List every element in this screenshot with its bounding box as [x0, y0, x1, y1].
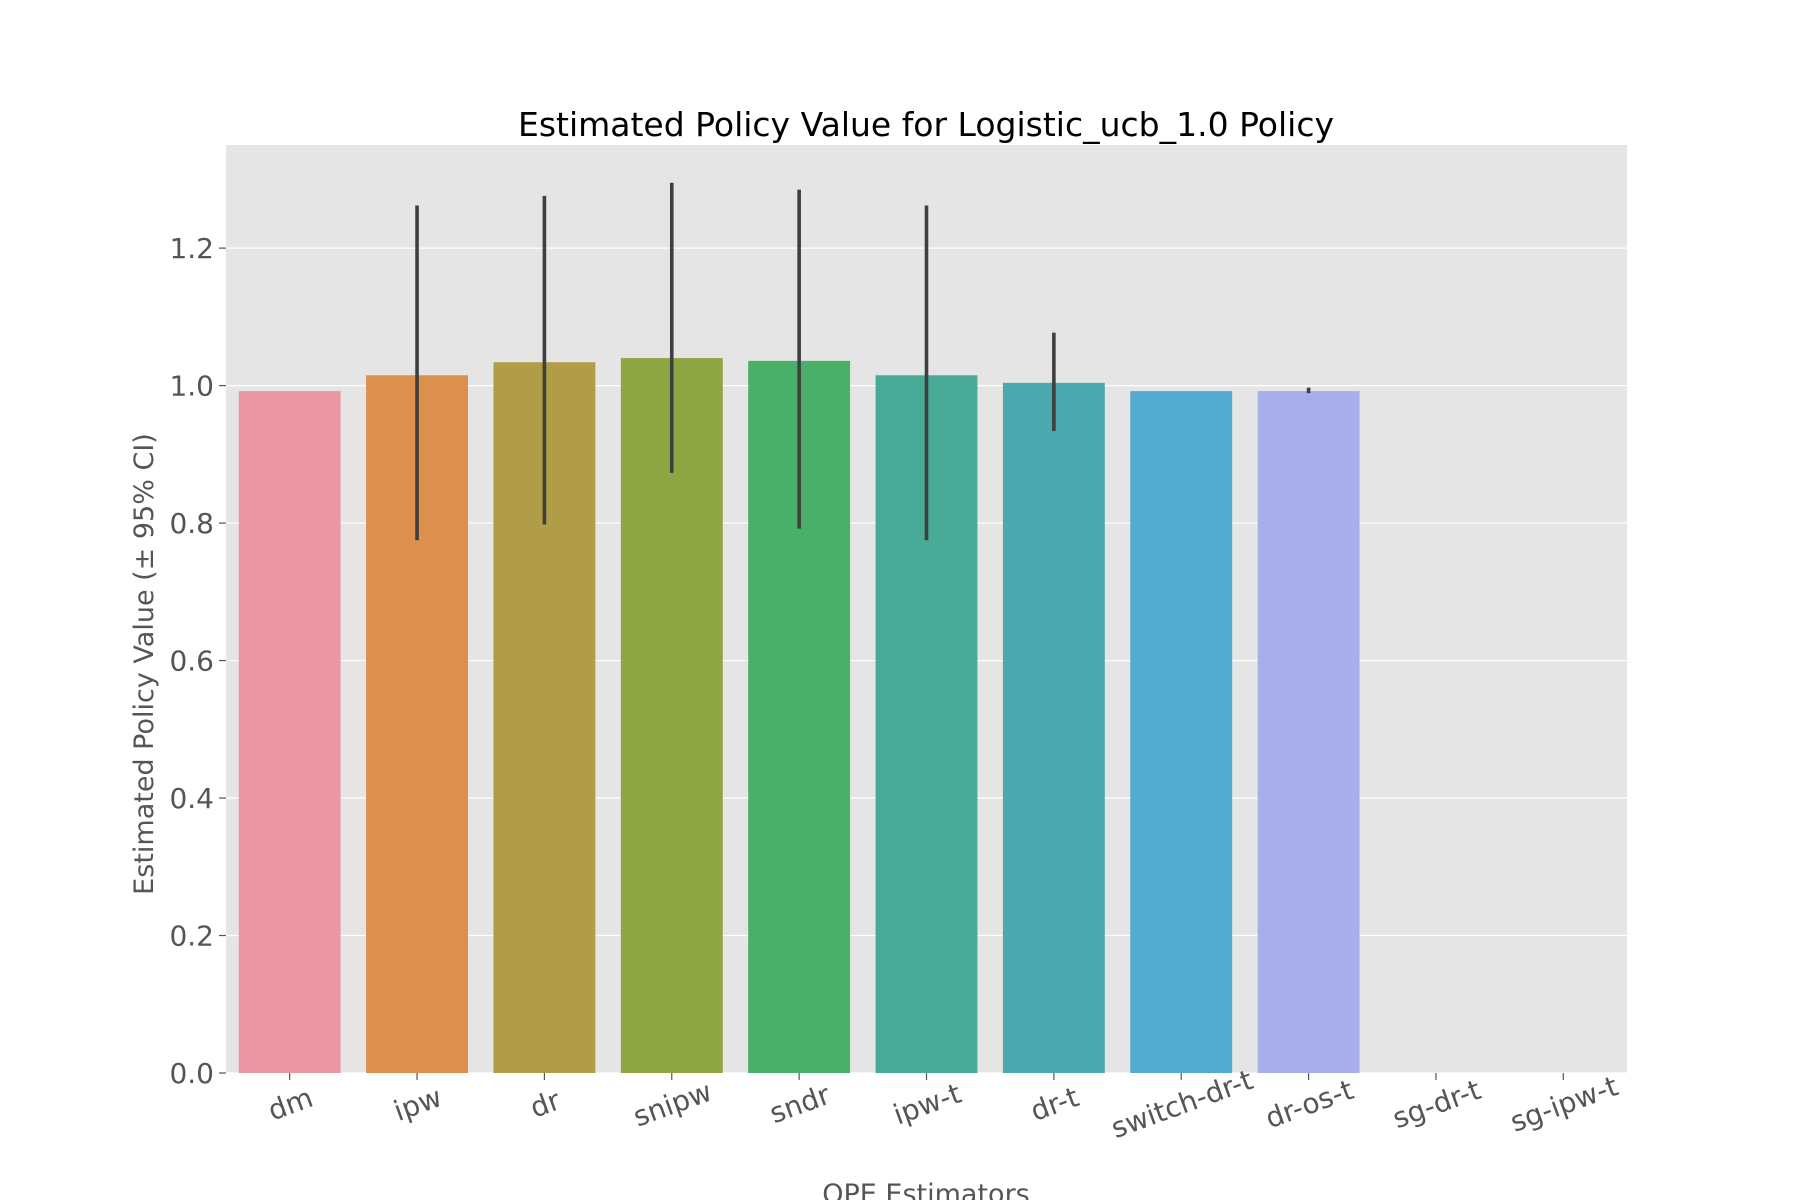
x-tick-label-dr-t: dr-t — [1026, 1080, 1083, 1128]
y-axis-ticks: 0.0 0.2 0.4 0.6 0.8 1.0 1.2 — [169, 232, 226, 1090]
y-axis-label: Estimated Policy Value (± 95% CI) — [129, 433, 160, 895]
chart-title: Estimated Policy Value for Logistic_ucb_… — [518, 105, 1334, 144]
x-tick-label-sndr: sndr — [765, 1078, 835, 1130]
y-tick-label: 0.8 — [169, 507, 214, 540]
bar-dm — [238, 391, 341, 1073]
x-tick-label-ipw: ipw — [389, 1080, 446, 1128]
y-tick-label: 1.0 — [169, 370, 214, 403]
bar-snipw — [620, 358, 723, 1073]
bars — [238, 358, 1360, 1074]
x-tick-label-dm: dm — [264, 1081, 318, 1127]
x-tick-label-switch-dr-t: switch-dr-t — [1107, 1063, 1257, 1145]
x-tick-label-dr: dr — [526, 1083, 565, 1124]
bar-switch-dr-t — [1130, 391, 1233, 1073]
x-tick-label-sg-ipw-t: sg-ipw-t — [1506, 1069, 1623, 1138]
x-tick-label-ipw-t: ipw-t — [889, 1077, 966, 1132]
y-tick-label: 0.4 — [169, 782, 214, 815]
y-tick-label: 0.6 — [169, 645, 214, 678]
bar-dr-t — [1002, 382, 1105, 1073]
y-tick-label: 1.2 — [169, 232, 214, 265]
y-tick-label: 0.0 — [169, 1057, 214, 1090]
x-tick-label-dr-os-t: dr-os-t — [1261, 1073, 1358, 1135]
x-axis-ticks: dm ipw dr snipw sndr ipw-t dr-t switch-dr-t dr-o… — [264, 1063, 1623, 1145]
x-tick-label-snipw: snipw — [629, 1075, 716, 1134]
bar-dr-os-t — [1257, 391, 1360, 1073]
x-axis-label: OPE Estimators — [822, 1179, 1030, 1200]
x-tick-label-sg-dr-t: sg-dr-t — [1388, 1073, 1485, 1135]
error-bars — [415, 182, 1311, 541]
y-tick-label: 0.2 — [169, 920, 214, 953]
